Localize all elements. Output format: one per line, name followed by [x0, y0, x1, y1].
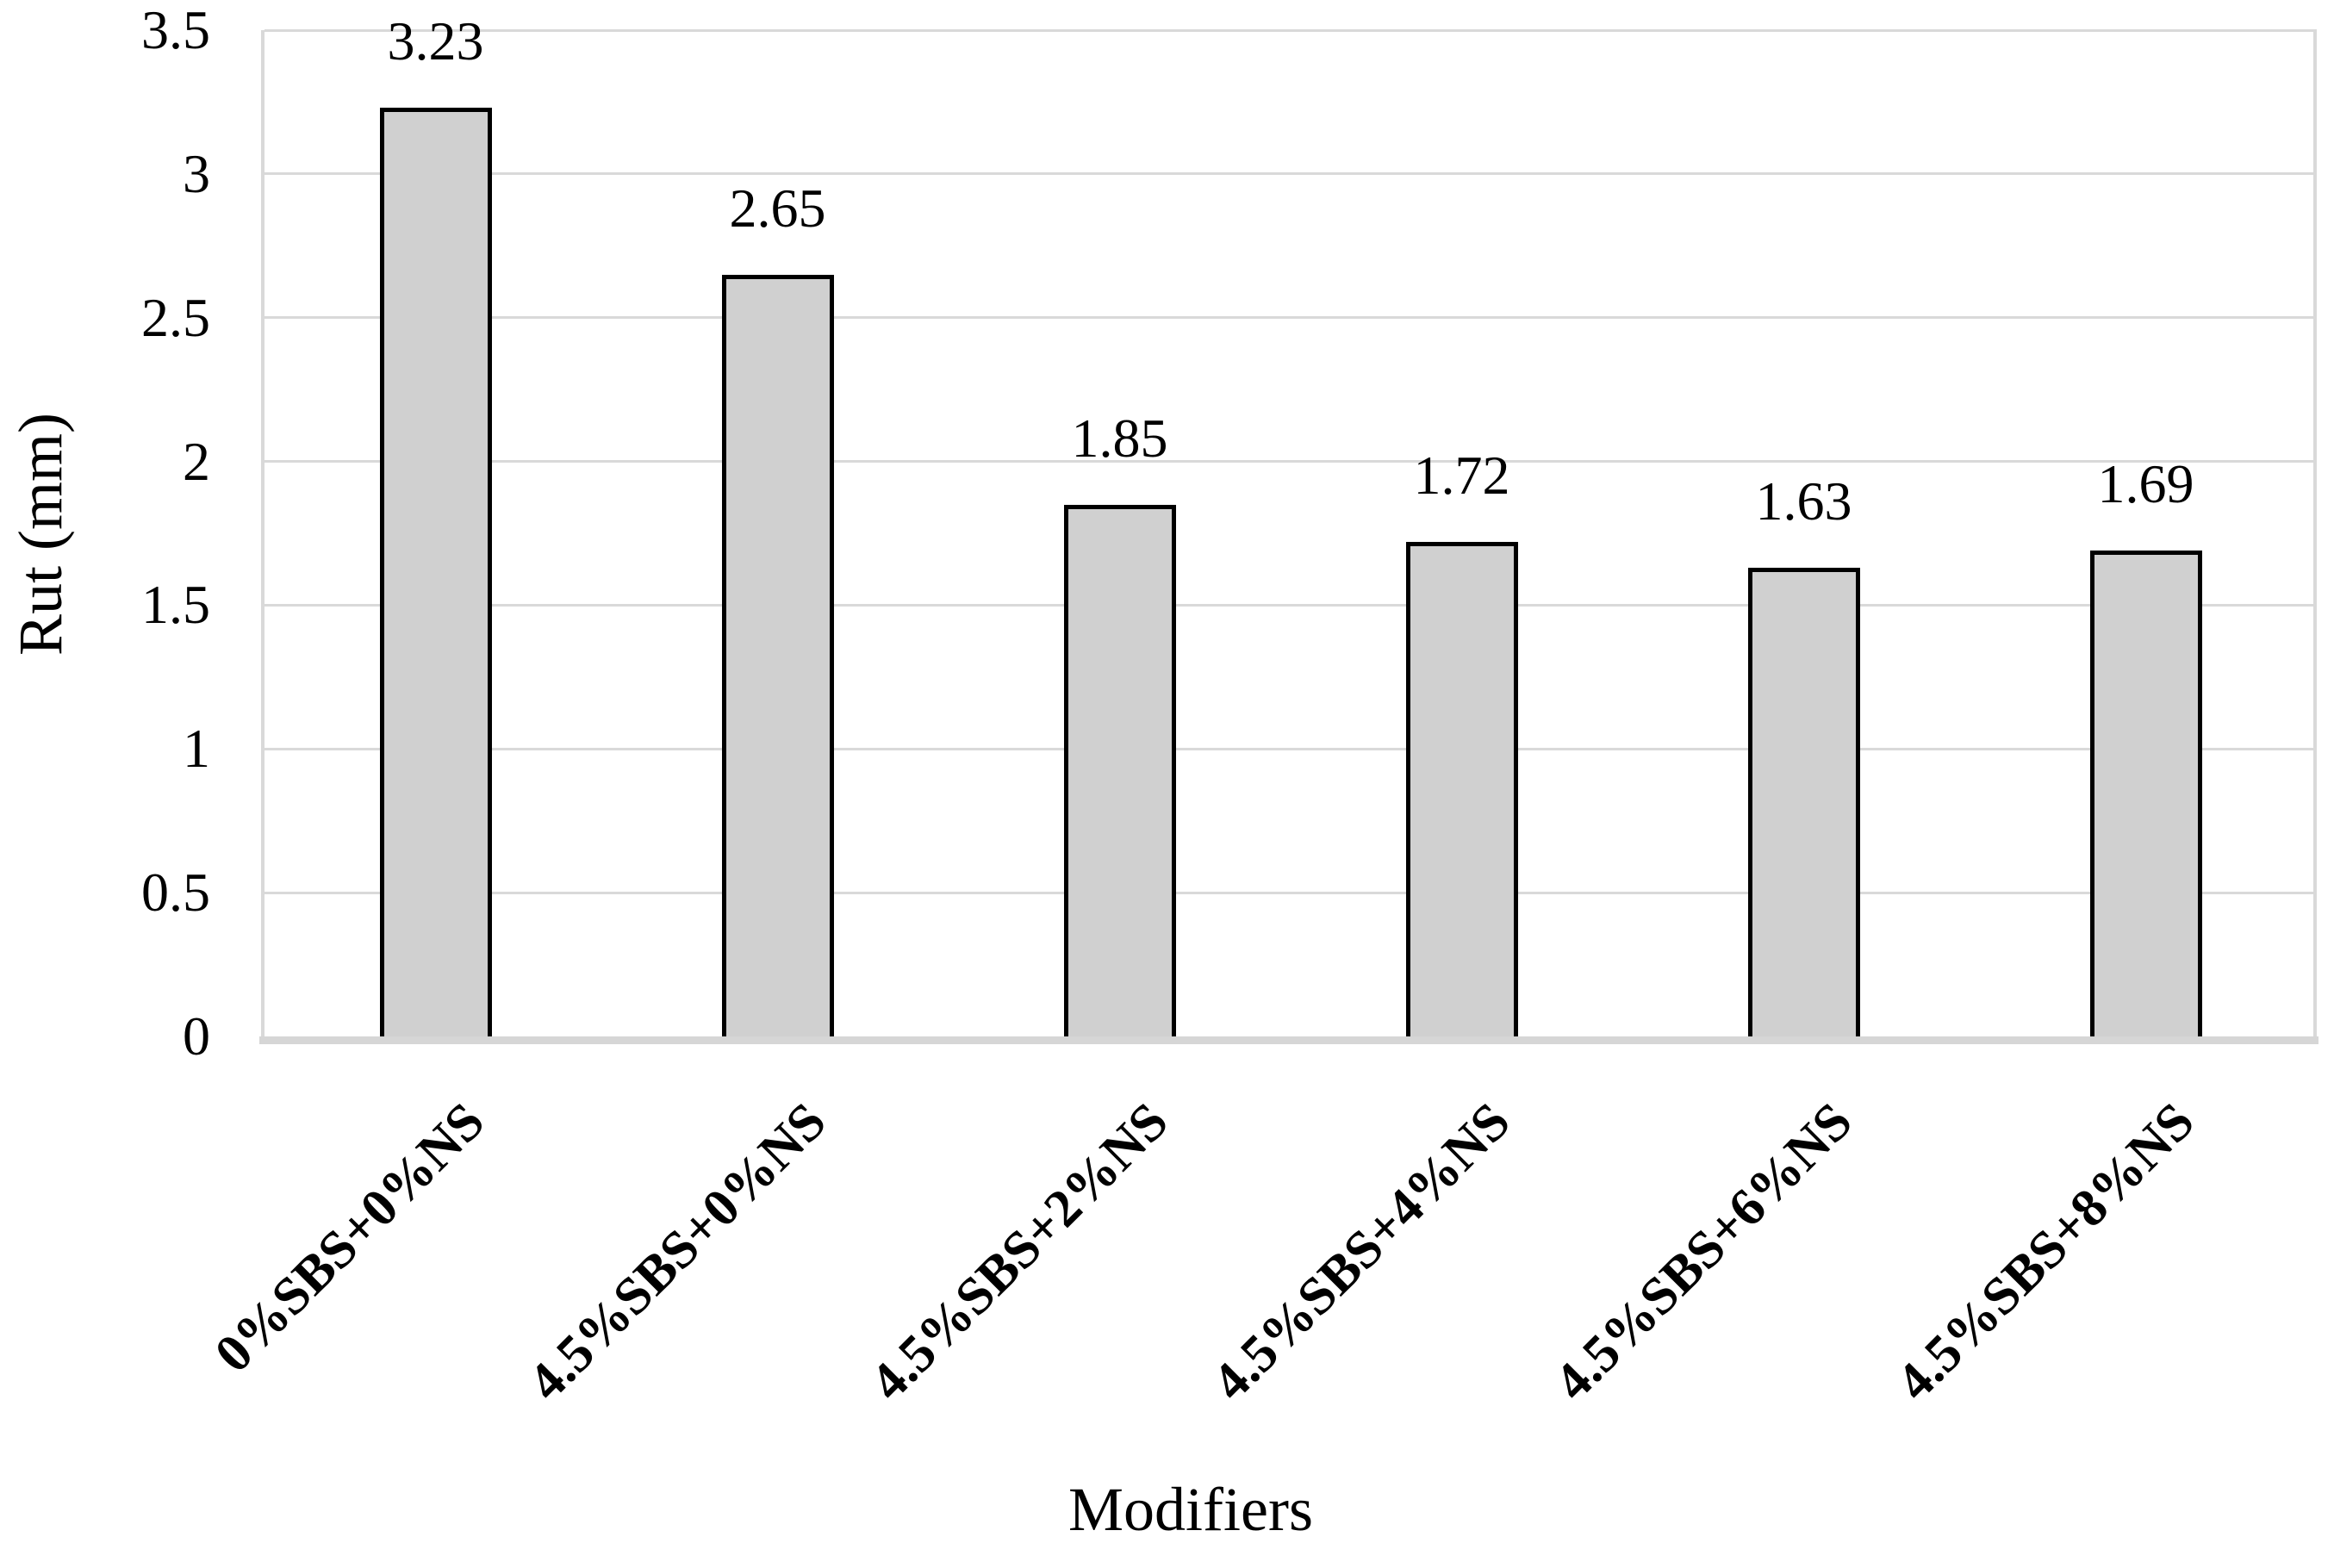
y-tick-label: 3.5: [141, 0, 210, 60]
gridline: [265, 316, 2317, 320]
y-tick-label: 0.5: [141, 862, 210, 924]
bar: [379, 108, 492, 1036]
bar-value-label: 1.63: [1755, 470, 1852, 532]
gridline: [265, 603, 2317, 607]
x-category-label: 4.5%SBS+6%NS: [1543, 1092, 1864, 1412]
gridline: [265, 460, 2317, 464]
bar: [721, 275, 834, 1036]
bar: [1063, 505, 1176, 1036]
y-tick-label: 1: [183, 718, 210, 780]
y-axis-line: [261, 30, 265, 1036]
y-tick-label: 2: [183, 430, 210, 492]
x-category-label: 4.5%SBS+0%NS: [517, 1092, 837, 1412]
y-tick-label: 0: [183, 1005, 210, 1067]
y-tick-label: 3: [183, 142, 210, 204]
gridline: [265, 891, 2317, 894]
x-axis-title: Modifiers: [1068, 1475, 1313, 1544]
x-category-label: 4.5%SBS+4%NS: [1201, 1092, 1522, 1412]
bar: [1747, 568, 1860, 1036]
bar-value-label: 2.65: [729, 177, 826, 239]
plot-right-border: [2313, 30, 2317, 1036]
bar: [1405, 542, 1518, 1036]
bar: [2089, 551, 2202, 1036]
y-tick-label: 1.5: [141, 574, 210, 636]
x-category-label: 4.5%SBS+8%NS: [1885, 1092, 2206, 1412]
x-category-label: 4.5%SBS+2%NS: [859, 1092, 1179, 1412]
bar-value-label: 1.72: [1413, 445, 1510, 506]
gridline: [265, 747, 2317, 750]
bar-value-label: 1.85: [1071, 408, 1168, 469]
x-category-label: 0%SBS+0%NS: [203, 1092, 495, 1384]
gridline: [265, 28, 2317, 32]
gridline: [265, 172, 2317, 176]
y-tick-label: 2.5: [141, 286, 210, 348]
bar-value-label: 3.23: [387, 10, 484, 72]
x-axis-line: [259, 1036, 2318, 1044]
bar-value-label: 1.69: [2097, 453, 2194, 514]
y-axis-title: Rut (mm): [6, 413, 75, 656]
